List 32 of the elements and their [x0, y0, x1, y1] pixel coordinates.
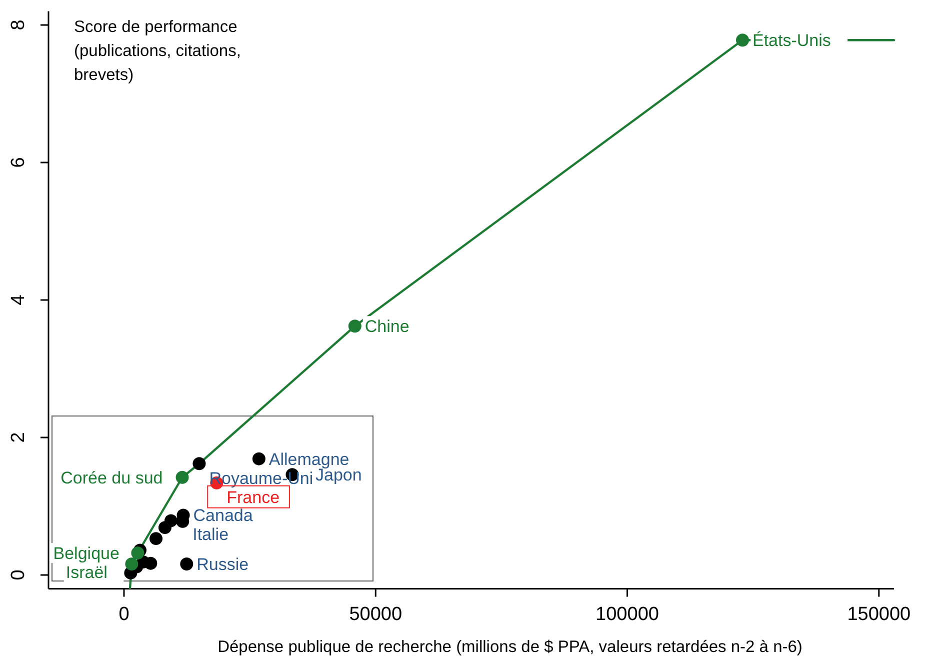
y-tick-label: 2: [8, 432, 29, 443]
x-tick-label: 100000: [596, 604, 659, 625]
y-axis-title: Score de performance (publications, citations, brevets): [74, 18, 241, 84]
annotation: Israël: [66, 562, 108, 582]
annotation: France: [226, 488, 280, 507]
annotation: Allemagne: [268, 450, 350, 469]
point: [131, 546, 144, 560]
annotation: Corée du sud: [60, 468, 163, 488]
annotation: Italie: [192, 525, 229, 544]
point: [144, 556, 158, 570]
point: [252, 452, 266, 466]
y-tick-label: 0: [8, 570, 29, 580]
annotation: Belgique: [53, 544, 120, 563]
point: [125, 558, 138, 570]
y-tick-label: 4: [8, 294, 29, 306]
point: [176, 470, 189, 484]
point: [736, 34, 750, 47]
x-axis-title: Dépense publique de recherche (millions de $ PPA, valeurs retardées n-2 à n-6): [218, 638, 802, 656]
annotation: États-Unis: [752, 31, 831, 50]
y-tick-label: 6: [8, 157, 29, 168]
point: [150, 532, 162, 546]
annotation: Chine: [364, 317, 410, 336]
annotation: Russie: [196, 554, 249, 574]
x-tick-label: 0: [118, 604, 130, 625]
y-tick-label: 8: [8, 20, 29, 30]
x-tick-label: 150000: [847, 604, 911, 625]
point: [158, 521, 172, 534]
point: [348, 320, 362, 333]
point: [192, 457, 206, 470]
point: [180, 558, 194, 570]
annotation: Canada: [193, 506, 254, 526]
x-tick-label: 50000: [349, 604, 402, 625]
